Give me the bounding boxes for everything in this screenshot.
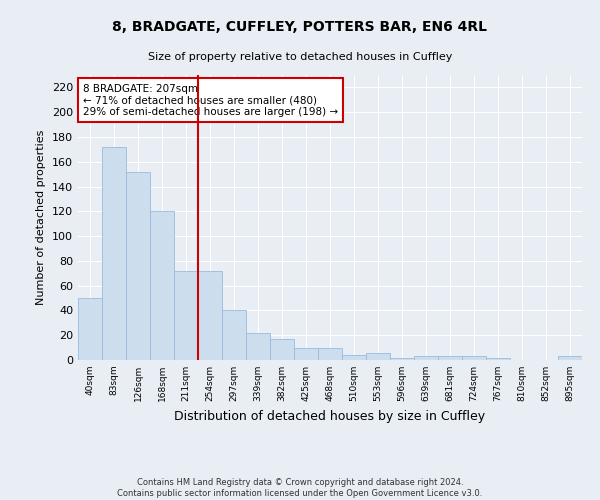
Text: 8, BRADGATE, CUFFLEY, POTTERS BAR, EN6 4RL: 8, BRADGATE, CUFFLEY, POTTERS BAR, EN6 4…: [113, 20, 487, 34]
Bar: [462, 356, 486, 360]
Y-axis label: Number of detached properties: Number of detached properties: [37, 130, 46, 305]
Bar: [294, 348, 318, 360]
Bar: [78, 298, 102, 360]
Bar: [270, 339, 294, 360]
Text: Size of property relative to detached houses in Cuffley: Size of property relative to detached ho…: [148, 52, 452, 62]
Bar: [246, 332, 270, 360]
Bar: [174, 271, 198, 360]
Bar: [222, 310, 246, 360]
Bar: [102, 147, 126, 360]
Text: Contains HM Land Registry data © Crown copyright and database right 2024.
Contai: Contains HM Land Registry data © Crown c…: [118, 478, 482, 498]
Bar: [438, 356, 462, 360]
Bar: [366, 352, 390, 360]
Bar: [486, 358, 510, 360]
Bar: [558, 356, 582, 360]
Bar: [198, 271, 222, 360]
X-axis label: Distribution of detached houses by size in Cuffley: Distribution of detached houses by size …: [175, 410, 485, 422]
Bar: [414, 356, 438, 360]
Text: 8 BRADGATE: 207sqm
← 71% of detached houses are smaller (480)
29% of semi-detach: 8 BRADGATE: 207sqm ← 71% of detached hou…: [83, 84, 338, 116]
Bar: [318, 348, 342, 360]
Bar: [150, 212, 174, 360]
Bar: [126, 172, 150, 360]
Bar: [342, 355, 366, 360]
Bar: [390, 358, 414, 360]
